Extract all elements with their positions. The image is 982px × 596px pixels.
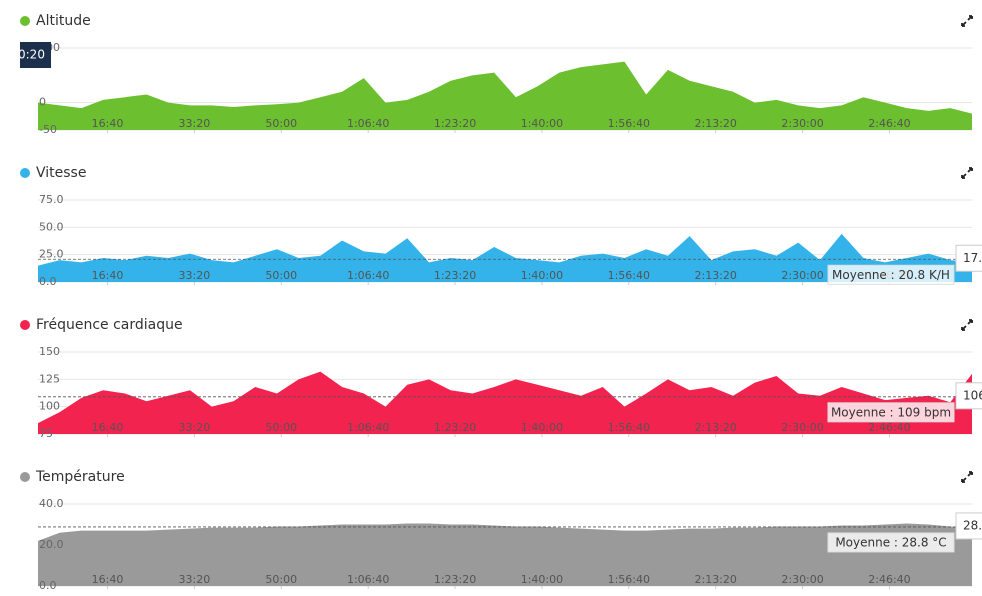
x-tick-label: 1:40:00 (521, 269, 563, 282)
x-tick-label: 16:40 (92, 421, 124, 434)
x-tick-label: 33:20 (179, 269, 211, 282)
x-tick-label: 2:13:20 (694, 421, 736, 434)
expand-icon[interactable] (961, 471, 973, 483)
x-tick-label: 33:20 (179, 421, 211, 434)
average-box (827, 402, 955, 423)
cursor-label: 0:20 (18, 48, 45, 62)
cursor-label: 28. (963, 518, 982, 532)
cursor-label: 17. (963, 251, 982, 265)
x-tick-label: 1:23:20 (434, 117, 476, 130)
cursor-box (955, 512, 982, 540)
x-tick-label: 2:30:00 (781, 421, 823, 434)
cursor-box (20, 42, 51, 68)
x-tick-label: 2:46:40 (868, 117, 910, 130)
x-tick-label: 2:13:20 (694, 117, 736, 130)
x-tick-label: 2:46:40 (868, 573, 910, 586)
x-tick-label: 1:23:20 (434, 573, 476, 586)
x-tick-label: 1:56:40 (608, 269, 650, 282)
x-tick-label: 33:20 (179, 117, 211, 130)
area-series (38, 61, 972, 130)
chart-title: Vitesse (36, 165, 86, 181)
y-tick-label: 75 (39, 427, 53, 440)
expand-arrows (961, 471, 973, 483)
y-tick-label: 20.0 (39, 538, 64, 551)
legend-dot (20, 472, 30, 482)
expand-icon[interactable] (961, 15, 973, 27)
cursor-label: 106 (963, 388, 982, 402)
x-tick-label: 1:06:40 (347, 269, 389, 282)
x-tick-label: 16:40 (92, 269, 124, 282)
x-tick-label: 2:13:20 (694, 269, 736, 282)
x-tick-label: 16:40 (92, 117, 124, 130)
x-tick-label: 16:40 (92, 573, 124, 586)
x-tick-label: 1:56:40 (608, 421, 650, 434)
chart-title: Altitude (36, 13, 91, 29)
expand-icon[interactable] (961, 167, 973, 179)
y-tick-label: -50 (39, 123, 57, 136)
x-tick-label: 2:30:00 (781, 269, 823, 282)
cursor-box (955, 382, 982, 410)
x-tick-label: 2:13:20 (694, 573, 736, 586)
legend-dot (20, 16, 30, 26)
y-tick-label: 75.0 (39, 193, 64, 206)
y-tick-label: 0.0 (39, 275, 57, 288)
x-tick-label: 1:40:00 (521, 573, 563, 586)
x-tick-label: 2:30:00 (781, 117, 823, 130)
x-tick-label: 1:56:40 (608, 573, 650, 586)
chart-title: Fréquence cardiaque (36, 317, 183, 333)
x-tick-label: 1:56:40 (608, 117, 650, 130)
average-box (827, 532, 955, 553)
y-tick-label: 40.0 (39, 497, 64, 510)
x-tick-label: 1:40:00 (521, 421, 563, 434)
chart-title: Température (35, 469, 125, 485)
area-series (38, 523, 972, 586)
y-tick-label: 25.0 (39, 248, 64, 261)
x-tick-label: 1:06:40 (347, 573, 389, 586)
x-tick-label: 50:00 (265, 421, 297, 434)
average-label: Moyenne : 20.8 K/H (832, 268, 950, 282)
area-series (38, 371, 972, 434)
expand-arrows (961, 15, 973, 27)
x-tick-label: 1:40:00 (521, 117, 563, 130)
x-tick-label: 2:46:40 (868, 421, 910, 434)
x-tick-label: 33:20 (179, 573, 211, 586)
cursor-box (955, 244, 982, 272)
x-tick-label: 1:23:20 (434, 269, 476, 282)
y-tick-label: 0 (39, 96, 46, 109)
x-tick-label: 50:00 (265, 269, 297, 282)
expand-arrows (961, 167, 973, 179)
y-tick-label: 150 (39, 345, 60, 358)
y-tick-label: 100 (39, 400, 60, 413)
average-box (827, 264, 955, 285)
x-tick-label: 1:06:40 (347, 117, 389, 130)
expand-arrows (961, 319, 973, 331)
area-series (38, 233, 972, 282)
average-label: Moyenne : 109 bpm (831, 405, 951, 419)
x-tick-label: 2:30:00 (781, 573, 823, 586)
y-tick-label: 0.0 (39, 579, 57, 592)
x-tick-label: 50:00 (265, 573, 297, 586)
x-tick-label: 1:23:20 (434, 421, 476, 434)
average-label: Moyenne : 28.8 °C (835, 535, 946, 549)
legend-dot (20, 168, 30, 178)
x-tick-label: 1:06:40 (347, 421, 389, 434)
y-tick-label: 125 (39, 372, 60, 385)
y-tick-label: 50.0 (39, 220, 64, 233)
legend-dot (20, 320, 30, 330)
x-tick-label: 50:00 (265, 117, 297, 130)
expand-icon[interactable] (961, 319, 973, 331)
